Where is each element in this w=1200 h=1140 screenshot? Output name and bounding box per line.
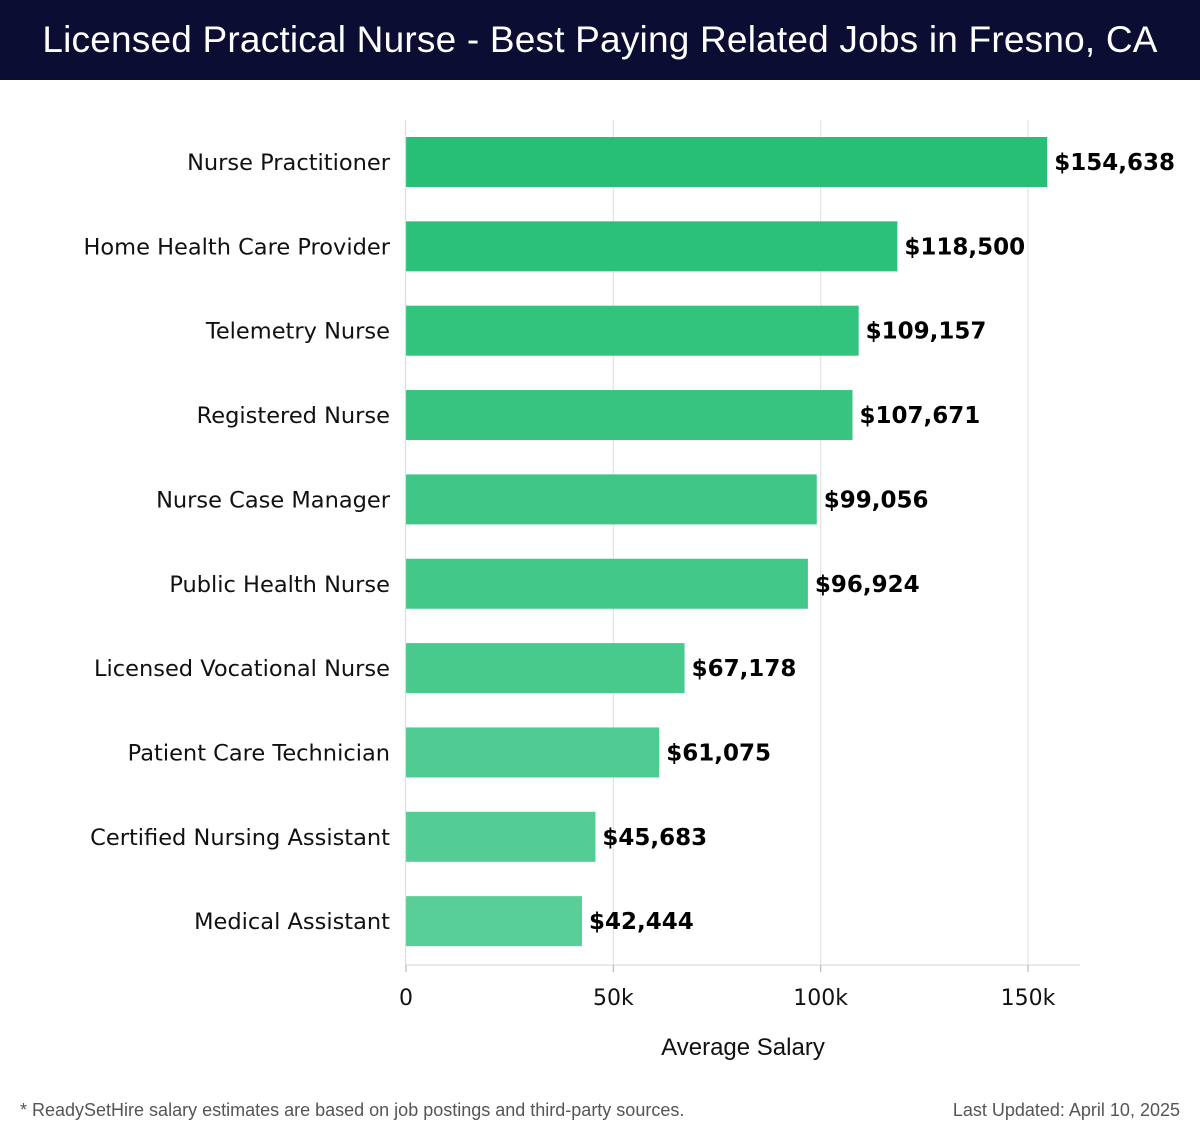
value-labels: $154,638 $118,500 $109,157 $107,671 $99,056 $… xyxy=(589,150,1175,935)
value-label: $154,638 xyxy=(1054,150,1175,176)
category-label: Certified Nursing Assistant xyxy=(90,825,390,851)
bar xyxy=(406,558,808,609)
value-label: $96,924 xyxy=(815,572,920,598)
category-labels: Nurse Practitioner Home Health Care Provi… xyxy=(83,150,390,935)
value-label: $61,075 xyxy=(666,740,771,766)
header-bar: Licensed Practical Nurse - Best Paying R… xyxy=(0,0,1200,80)
bar xyxy=(406,137,1048,187)
bar xyxy=(406,727,660,778)
x-tick-label: 150k xyxy=(1001,986,1056,1011)
bar xyxy=(406,896,583,947)
value-label: $118,500 xyxy=(904,234,1025,260)
page-title: Licensed Practical Nurse - Best Paying R… xyxy=(42,19,1158,60)
bar xyxy=(406,305,859,356)
value-label: $107,671 xyxy=(859,403,980,429)
value-label: $109,157 xyxy=(866,319,987,345)
value-label: $67,178 xyxy=(692,656,797,682)
category-label: Home Health Care Provider xyxy=(83,234,390,260)
category-label: Licensed Vocational Nurse xyxy=(94,656,390,682)
x-axis-title: Average Salary xyxy=(661,1034,825,1061)
category-label: Medical Assistant xyxy=(194,909,390,935)
value-label: $42,444 xyxy=(589,909,694,935)
category-label: Nurse Case Manager xyxy=(156,487,391,513)
category-label: Telemetry Nurse xyxy=(205,319,390,345)
x-tick-label: 50k xyxy=(593,986,634,1011)
x-tick-label: 0 xyxy=(399,986,413,1011)
bars xyxy=(406,137,1048,947)
bar xyxy=(406,221,898,272)
footer-note: * ReadySetHire salary estimates are base… xyxy=(20,1100,685,1120)
category-label: Nurse Practitioner xyxy=(187,150,391,176)
category-label: Public Health Nurse xyxy=(169,572,390,598)
category-label: Registered Nurse xyxy=(197,403,390,429)
bar xyxy=(406,390,853,441)
value-label: $99,056 xyxy=(824,487,929,513)
category-label: Patient Care Technician xyxy=(128,740,390,766)
bar xyxy=(406,811,596,862)
bar xyxy=(406,474,817,525)
bar xyxy=(406,643,685,694)
last-updated: Last Updated: April 10, 2025 xyxy=(952,1100,1180,1120)
value-label: $45,683 xyxy=(602,825,707,851)
x-tick-label: 100k xyxy=(793,986,848,1011)
x-axis: 0 50k 100k 150k xyxy=(399,120,1080,1011)
bar-chart: Nurse Practitioner Home Health Care Provi… xyxy=(83,120,1175,1061)
